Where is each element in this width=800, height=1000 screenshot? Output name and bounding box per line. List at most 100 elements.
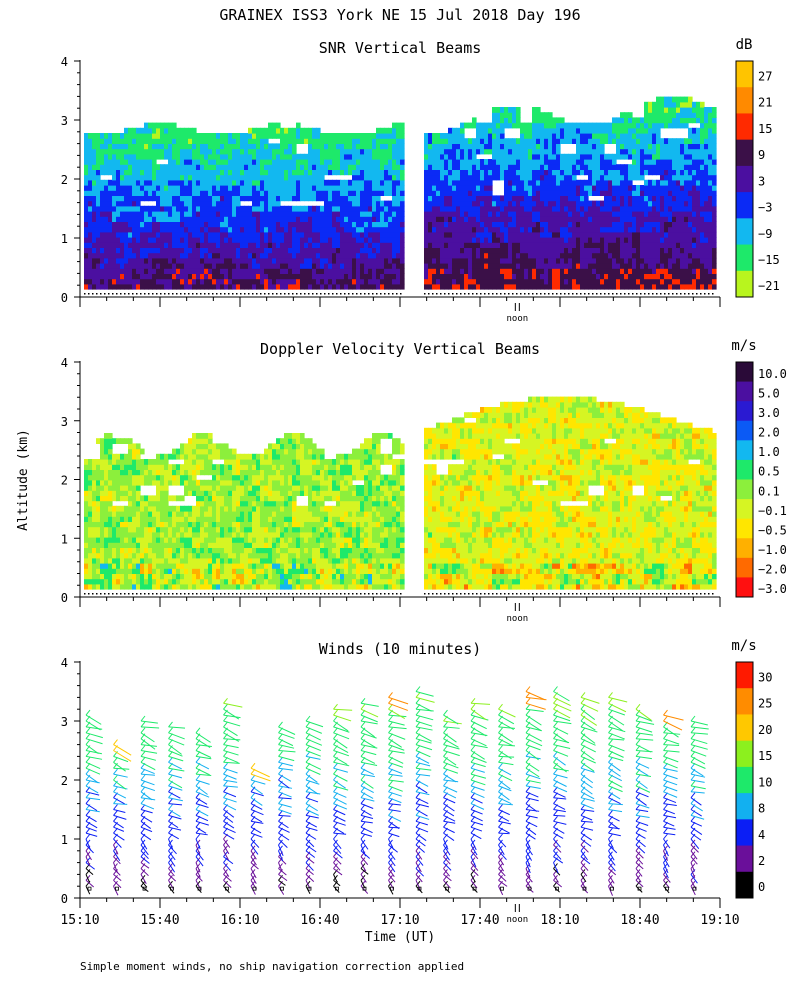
heatmap-cell	[220, 211, 225, 217]
heatmap-cell	[324, 169, 329, 176]
heatmap-cell	[504, 273, 509, 280]
heatmap-cell	[364, 211, 369, 217]
heatmap-cell	[672, 257, 677, 264]
heatmap-cell	[620, 143, 625, 150]
heatmap-cell	[252, 242, 257, 248]
heatmap-cell	[176, 148, 181, 155]
heatmap-cell	[332, 263, 337, 269]
heatmap-cell	[648, 200, 653, 207]
heatmap-cell	[104, 153, 109, 160]
heatmap-cell	[604, 195, 609, 202]
heatmap-cell	[548, 263, 553, 269]
heatmap-cell	[384, 143, 389, 150]
heatmap-cell	[156, 169, 161, 176]
heatmap-cell	[156, 127, 161, 134]
heatmap-cell	[240, 278, 245, 285]
heatmap-cell	[216, 242, 221, 248]
heatmap-cell	[580, 216, 585, 222]
heatmap-cell	[628, 174, 633, 181]
heatmap-cell	[176, 247, 181, 254]
heatmap-cell	[108, 179, 113, 186]
heatmap-cell	[480, 133, 485, 139]
heatmap-cell	[204, 138, 209, 144]
heatmap-cell	[668, 169, 673, 176]
heatmap-cell	[660, 205, 665, 212]
heatmap-cell	[540, 148, 545, 155]
heatmap-cell	[204, 200, 209, 207]
heatmap-cell	[608, 216, 613, 222]
heatmap-cell	[112, 216, 117, 222]
heatmap-cell	[648, 101, 653, 108]
heatmap-cell	[232, 133, 237, 139]
heatmap-cell	[452, 231, 457, 238]
heatmap-cell	[448, 263, 453, 269]
range-gate-dot	[396, 293, 398, 295]
heatmap-cell	[88, 211, 93, 217]
heatmap-cell	[88, 278, 93, 285]
heatmap-cell	[512, 226, 517, 233]
heatmap-cell	[652, 273, 657, 280]
range-gate-dot	[208, 293, 210, 295]
heatmap-cell	[568, 216, 573, 222]
heatmap-cell	[484, 216, 489, 222]
heatmap-cell	[212, 216, 217, 222]
heatmap-cell	[356, 283, 361, 290]
heatmap-cell	[572, 242, 577, 248]
heatmap-cell	[672, 263, 677, 269]
heatmap-cell	[668, 205, 673, 212]
range-gate-dot	[580, 293, 582, 295]
heatmap-cell	[472, 247, 477, 254]
heatmap-cell	[672, 159, 677, 165]
heatmap-cell	[164, 268, 169, 274]
heatmap-cell	[504, 117, 509, 124]
heatmap-cell	[444, 205, 449, 212]
heatmap-cell	[480, 122, 485, 129]
heatmap-cell	[484, 127, 489, 134]
heatmap-cell	[332, 247, 337, 254]
heatmap-cell	[488, 138, 493, 144]
heatmap-cell	[568, 185, 573, 191]
range-gate-dot	[648, 293, 650, 295]
heatmap-cell	[520, 247, 525, 254]
heatmap-cell	[476, 185, 481, 191]
heatmap-cell	[208, 169, 213, 176]
heatmap-cell	[440, 247, 445, 254]
heatmap-cell	[504, 200, 509, 207]
heatmap-cell	[512, 252, 517, 259]
heatmap-cell	[520, 174, 525, 181]
range-gate-dot	[392, 293, 394, 295]
heatmap-cell	[332, 216, 337, 222]
heatmap-cell	[328, 205, 333, 212]
heatmap-cell	[224, 211, 229, 217]
heatmap-cell	[352, 153, 357, 160]
heatmap-cell	[504, 211, 509, 217]
heatmap-cell	[392, 174, 397, 181]
heatmap-cell	[600, 143, 605, 150]
heatmap-cell	[348, 200, 353, 207]
heatmap-cell	[468, 195, 473, 202]
heatmap-cell	[664, 179, 669, 186]
heatmap-cell	[116, 252, 121, 259]
heatmap-cell	[172, 216, 177, 222]
heatmap-cell	[572, 205, 577, 212]
heatmap-cell	[312, 268, 317, 274]
heatmap-cell	[552, 211, 557, 217]
heatmap-cell	[232, 263, 237, 269]
heatmap-cell	[180, 190, 185, 196]
heatmap-cell	[436, 263, 441, 269]
heatmap-cell	[672, 96, 677, 103]
heatmap-cell	[668, 148, 673, 155]
heatmap-cell	[576, 247, 581, 254]
heatmap-cell	[544, 205, 549, 212]
heatmap-cell	[336, 205, 341, 212]
heatmap-cell	[400, 148, 405, 155]
heatmap-cell	[656, 185, 661, 191]
heatmap-cell	[304, 169, 309, 176]
heatmap-cell	[92, 237, 97, 243]
heatmap-cell	[436, 273, 441, 280]
heatmap-cell	[160, 153, 165, 160]
heatmap-cell	[300, 216, 305, 222]
heatmap-cell	[448, 283, 453, 290]
heatmap-cell	[204, 195, 209, 202]
heatmap-cell	[628, 117, 633, 124]
